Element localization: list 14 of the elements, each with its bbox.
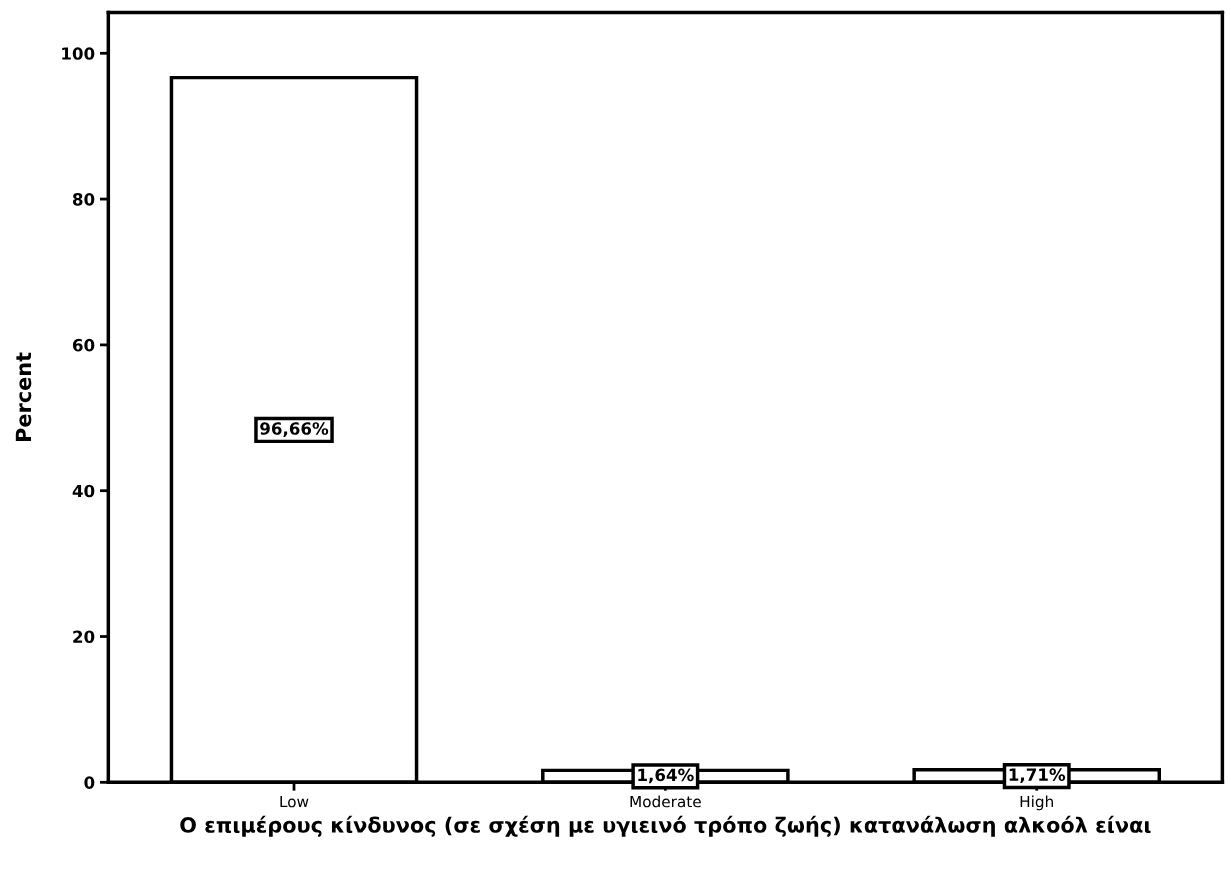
x-tick-label: Moderate	[630, 795, 701, 808]
x-tick-label: Low	[280, 795, 309, 808]
x-tick-label: High	[1020, 795, 1053, 811]
data-label: 1,71%	[1009, 768, 1066, 784]
y-tick-label: 20	[73, 630, 95, 644]
y-tick-label: 40	[72, 484, 95, 498]
data-label: 96,66%	[260, 422, 329, 437]
y-axis-title: Percent	[15, 352, 32, 441]
y-tick-label: 100	[62, 47, 95, 60]
y-tick-label: 60	[72, 338, 95, 352]
x-axis-title: Ο επιμέρους κίνδυνος (σε σχέση με υγιεινό τρόπο ζωής) κατανάλωση αλκοόλ είναι	[180, 815, 1151, 837]
y-tick-label: 80	[72, 193, 95, 206]
y-tick-label: 0	[84, 776, 95, 789]
data-label: 1,64%	[638, 768, 694, 784]
